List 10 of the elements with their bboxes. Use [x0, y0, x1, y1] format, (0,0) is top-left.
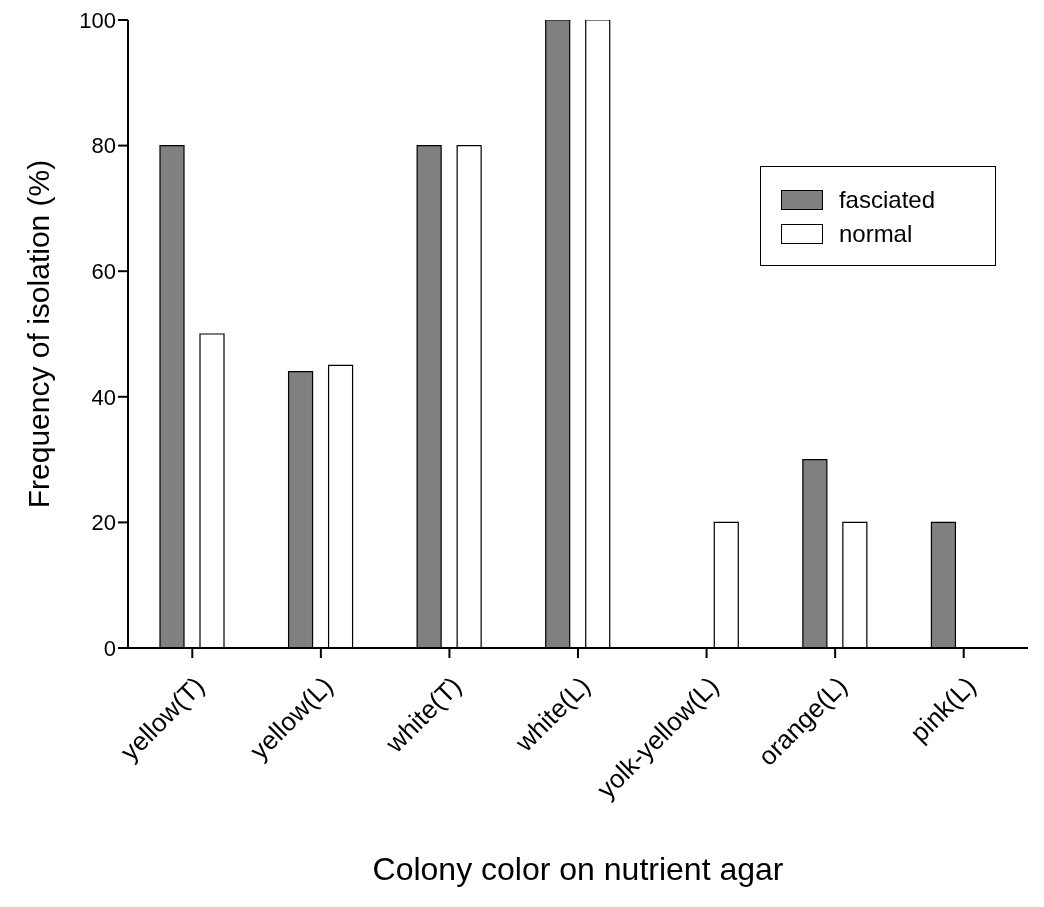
y-tick-label: 20 [91, 510, 116, 536]
y-tick-label: 100 [79, 7, 116, 33]
y-tick-label: 60 [91, 259, 116, 285]
y-tick-label: 40 [91, 384, 116, 410]
legend-label: fasciated [838, 186, 935, 214]
y-tick-label: 80 [91, 133, 116, 159]
y-axis-title: Frequency of isolation (%) [21, 159, 55, 509]
y-tick-label: 0 [103, 635, 116, 661]
x-axis-title: Colony color on nutrient agar [372, 851, 784, 887]
legend-label: normal [838, 220, 913, 248]
